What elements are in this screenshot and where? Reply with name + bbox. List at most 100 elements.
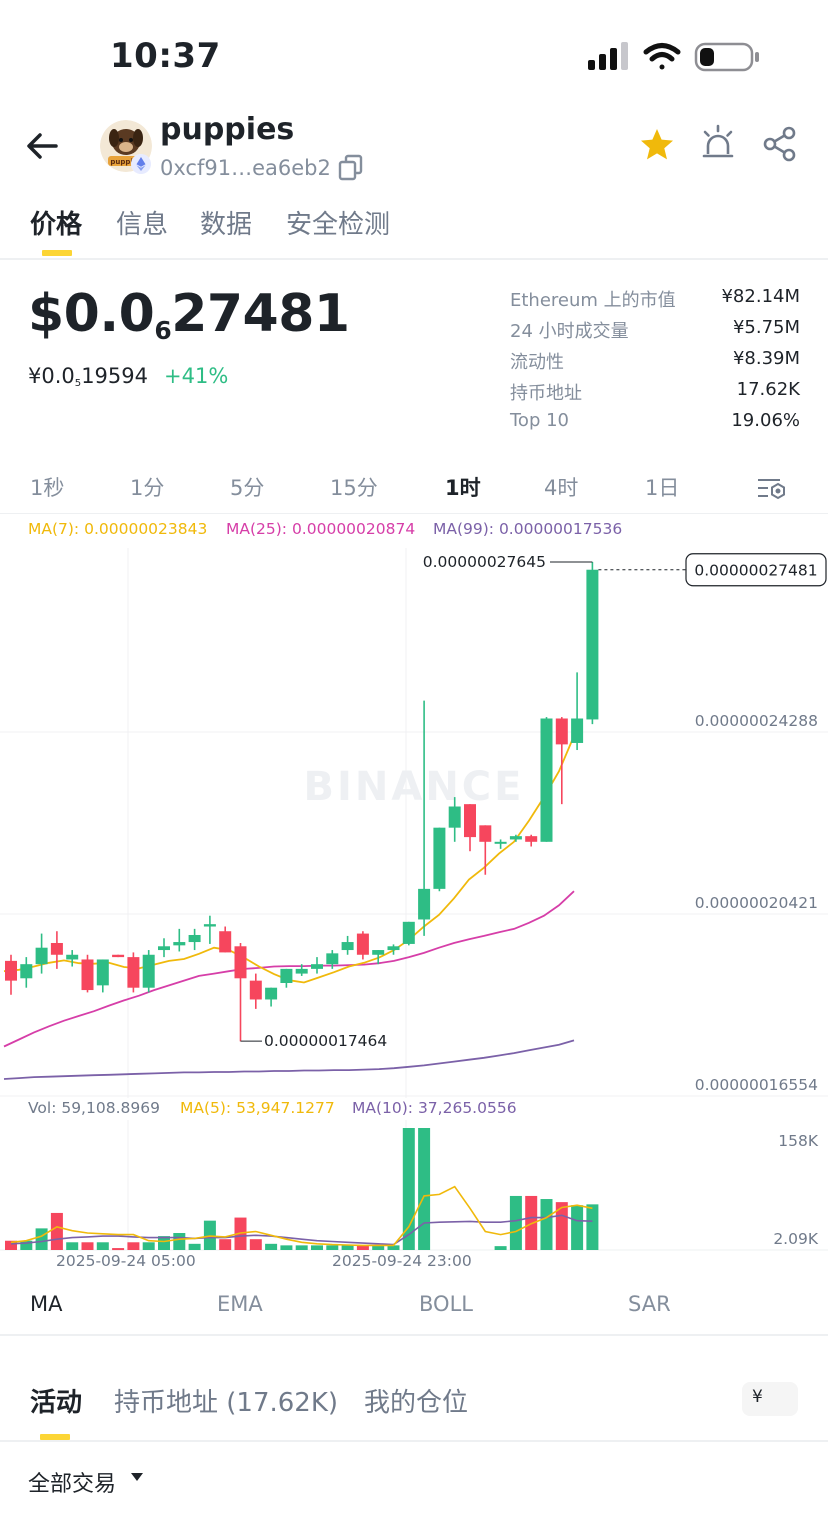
currency-label: ¥ bbox=[752, 1387, 763, 1407]
logo-text: puppies bbox=[110, 158, 141, 166]
price-usd-zero-count: 6 bbox=[154, 315, 172, 345]
candle-body bbox=[96, 959, 109, 986]
signal-icon bbox=[588, 42, 628, 70]
candle-body bbox=[20, 964, 33, 979]
low-marker-label: 0.00000017464 bbox=[264, 1032, 387, 1050]
interval-5m[interactable]: 5分 bbox=[230, 476, 265, 500]
indicator-tabs: MA EMA BOLL SAR bbox=[0, 1280, 828, 1336]
price-alert-icon[interactable] bbox=[700, 124, 736, 164]
tab-my-positions[interactable]: 我的仓位 bbox=[364, 1388, 469, 1418]
candle-body bbox=[402, 921, 415, 944]
y-axis-label: 0.00000020421 bbox=[695, 894, 818, 912]
volume-bar bbox=[418, 1128, 431, 1250]
price-usd-prefix: $0.0 bbox=[28, 284, 155, 344]
stat-label: Ethereum 上的市值 bbox=[510, 290, 676, 311]
indicator-ema[interactable]: EMA bbox=[217, 1292, 263, 1316]
tab-price[interactable]: 价格 bbox=[30, 210, 83, 240]
interval-15m[interactable]: 15分 bbox=[330, 476, 378, 500]
candlestick-chart[interactable]: 0.000000281550.000000242880.000000204210… bbox=[0, 548, 828, 1098]
interval-4h[interactable]: 4时 bbox=[544, 476, 579, 500]
stat-value: ¥82.14M bbox=[721, 286, 800, 307]
candle-body bbox=[158, 946, 170, 951]
back-arrow-icon[interactable] bbox=[24, 128, 60, 164]
volume-bar bbox=[341, 1245, 354, 1250]
price-cny-prefix: ¥0.0 bbox=[28, 364, 75, 388]
tab-info[interactable]: 信息 bbox=[116, 210, 169, 240]
candle-body bbox=[142, 954, 155, 988]
candle-body bbox=[295, 968, 308, 974]
current-price-label: 0.00000027481 bbox=[694, 562, 817, 580]
binance-watermark: BINANCE bbox=[304, 764, 525, 810]
candle-body bbox=[173, 942, 186, 946]
currency-toggle[interactable]: ¥ bbox=[742, 1382, 798, 1416]
volume-bar bbox=[494, 1246, 507, 1250]
candle-body bbox=[448, 806, 461, 828]
candle-body bbox=[188, 934, 201, 943]
volume-bar bbox=[20, 1240, 33, 1250]
volume-bar bbox=[219, 1239, 232, 1250]
ma99-line bbox=[3, 1039, 575, 1080]
price-cny-digits: 19594 bbox=[81, 364, 148, 388]
volume-bar bbox=[540, 1199, 553, 1250]
share-icon[interactable] bbox=[762, 126, 798, 162]
ma7-legend: MA(7): 0.00000023843 bbox=[28, 520, 208, 538]
tab-holders[interactable]: 持币地址 (17.62K) bbox=[114, 1388, 339, 1418]
trade-filter-dropdown[interactable]: 全部交易 bbox=[28, 1466, 143, 1500]
ethereum-icon bbox=[131, 154, 151, 174]
star-icon[interactable] bbox=[638, 126, 676, 164]
candle-body bbox=[586, 569, 599, 720]
volume-ma10-legend: MA(10): 37,265.0556 bbox=[352, 1099, 517, 1117]
volume-bar bbox=[280, 1245, 293, 1250]
time-axis-label: 2025-09-24 23:00 bbox=[332, 1252, 472, 1270]
volume-axis-label: 2.09K bbox=[773, 1230, 819, 1248]
interval-1h[interactable]: 1时 bbox=[445, 476, 481, 500]
candle-body bbox=[5, 960, 17, 981]
stat-value: ¥5.75M bbox=[732, 317, 800, 338]
price-cny: ¥0.0519594 bbox=[28, 364, 148, 389]
interval-bar: 1秒 1分 5分 15分 1时 4时 1日 bbox=[0, 462, 828, 514]
candle-body bbox=[464, 804, 476, 838]
interval-1d[interactable]: 1日 bbox=[645, 476, 680, 500]
status-time: 10:37 bbox=[110, 36, 221, 76]
candle-body bbox=[571, 718, 584, 743]
candle-body bbox=[280, 968, 293, 983]
indicator-ma[interactable]: MA bbox=[30, 1292, 63, 1316]
time-axis-label: 2025-09-24 05:00 bbox=[56, 1252, 196, 1270]
copy-icon[interactable] bbox=[338, 154, 364, 182]
price-usd: $0.0627481 bbox=[28, 284, 350, 345]
volume-chart[interactable]: 158K 2.09K bbox=[0, 1120, 828, 1252]
stat-label: Top 10 bbox=[510, 410, 570, 431]
candle-body bbox=[127, 957, 140, 988]
volume-bar bbox=[158, 1236, 170, 1250]
interval-1s[interactable]: 1秒 bbox=[30, 476, 65, 500]
volume-bar bbox=[35, 1228, 48, 1250]
candle-body bbox=[433, 827, 446, 889]
high-marker-label: 0.00000027645 bbox=[423, 553, 546, 571]
volume-bar bbox=[387, 1245, 400, 1250]
volume-bar bbox=[326, 1245, 339, 1250]
interval-1m[interactable]: 1分 bbox=[130, 476, 165, 500]
candle-body bbox=[356, 933, 369, 955]
candle-body bbox=[311, 964, 323, 969]
candle-body bbox=[525, 836, 538, 842]
indicator-boll[interactable]: BOLL bbox=[419, 1292, 473, 1316]
volume-bar bbox=[509, 1195, 522, 1250]
chart-settings-icon[interactable] bbox=[756, 474, 788, 502]
tab-activity[interactable]: 活动 bbox=[30, 1388, 83, 1418]
token-stats: Ethereum 上的市值 ¥82.14M 24 小时成交量 ¥5.75M 流动… bbox=[510, 286, 800, 441]
stat-value: 17.62K bbox=[736, 379, 800, 400]
tab-data[interactable]: 数据 bbox=[200, 210, 253, 240]
volume-bar bbox=[311, 1245, 323, 1250]
volume-bar bbox=[555, 1202, 568, 1250]
volume-legend: Vol: 59,108.8969 bbox=[28, 1099, 160, 1117]
ma25-line bbox=[3, 890, 575, 1048]
volume-bar bbox=[188, 1243, 201, 1250]
volume-axis-label: 158K bbox=[778, 1132, 819, 1150]
candle-body bbox=[249, 980, 262, 1000]
stat-value: ¥8.39M bbox=[732, 348, 800, 369]
price-cny-zero-count: 5 bbox=[74, 378, 82, 390]
candle-body bbox=[479, 825, 492, 842]
indicator-sar[interactable]: SAR bbox=[628, 1292, 671, 1316]
candle-body bbox=[66, 954, 79, 960]
tab-security-check[interactable]: 安全检测 bbox=[286, 210, 391, 240]
